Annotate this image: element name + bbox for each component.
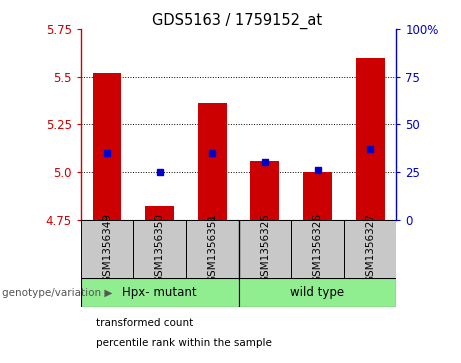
Text: GSM1356349: GSM1356349 [102, 213, 112, 283]
FancyBboxPatch shape [239, 278, 396, 307]
Bar [93, 73, 121, 220]
Text: GDS5163 / 1759152_at: GDS5163 / 1759152_at [152, 13, 323, 29]
FancyBboxPatch shape [133, 220, 186, 278]
Bar [145, 206, 174, 220]
Text: GSM1356350: GSM1356350 [154, 213, 165, 283]
Text: GSM1356326: GSM1356326 [313, 213, 323, 283]
Bar [356, 58, 384, 220]
FancyBboxPatch shape [81, 278, 239, 307]
Bar [198, 103, 227, 220]
Text: GSM1356325: GSM1356325 [260, 213, 270, 283]
Bar [250, 160, 279, 220]
FancyBboxPatch shape [81, 220, 133, 278]
Text: GSM1356327: GSM1356327 [365, 213, 375, 283]
Text: transformed count: transformed count [96, 318, 193, 328]
FancyBboxPatch shape [239, 220, 291, 278]
Text: Hpx- mutant: Hpx- mutant [122, 286, 197, 299]
Text: GSM1356351: GSM1356351 [207, 213, 217, 283]
Bar [303, 172, 332, 220]
Text: wild type: wild type [290, 286, 344, 299]
FancyBboxPatch shape [186, 220, 239, 278]
Text: genotype/variation ▶: genotype/variation ▶ [2, 288, 112, 298]
FancyBboxPatch shape [291, 220, 344, 278]
Text: percentile rank within the sample: percentile rank within the sample [96, 338, 272, 348]
FancyBboxPatch shape [344, 220, 396, 278]
